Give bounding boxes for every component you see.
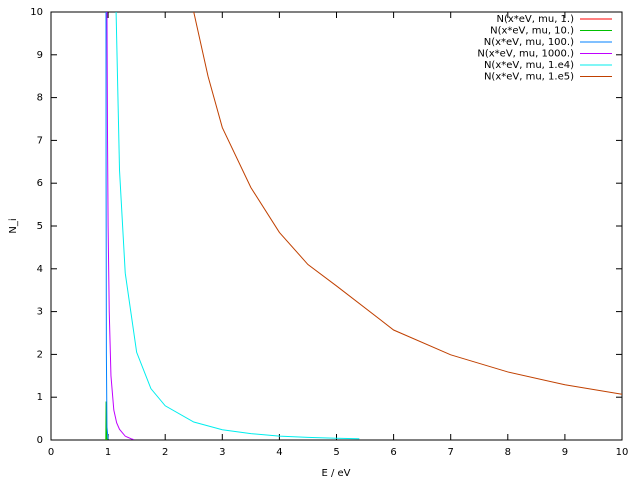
y-tick-label: 8 bbox=[37, 93, 43, 104]
series-line bbox=[105, 401, 108, 440]
y-tick-label: 1 bbox=[37, 392, 43, 403]
y-tick-label: 7 bbox=[37, 135, 43, 146]
y-tick-label: 6 bbox=[37, 178, 43, 189]
y-tick-label: 3 bbox=[37, 307, 43, 318]
y-axis-label: N_i bbox=[8, 218, 19, 233]
legend-label: N(x*eV, mu, 100.) bbox=[484, 37, 574, 48]
series-line bbox=[105, 12, 109, 440]
x-tick-label: 0 bbox=[48, 447, 54, 458]
x-tick-label: 4 bbox=[276, 447, 282, 458]
y-tick-label: 4 bbox=[37, 264, 43, 275]
y-tick-label: 2 bbox=[37, 349, 43, 360]
y-tick-label: 9 bbox=[37, 50, 43, 61]
y-tick-label: 5 bbox=[37, 221, 43, 232]
legend-label: N(x*eV, mu, 1000.) bbox=[477, 49, 574, 60]
y-tick-label: 10 bbox=[30, 7, 43, 18]
x-tick-label: 6 bbox=[390, 447, 396, 458]
series-line bbox=[115, 12, 360, 440]
x-tick-label: 8 bbox=[505, 447, 511, 458]
x-tick-label: 10 bbox=[616, 447, 629, 458]
x-tick-label: 1 bbox=[105, 447, 111, 458]
x-tick-label: 2 bbox=[162, 447, 168, 458]
y-tick-label: 0 bbox=[37, 435, 43, 446]
legend-label: N(x*eV, mu, 10.) bbox=[490, 26, 574, 37]
x-tick-label: 5 bbox=[333, 447, 339, 458]
series-line bbox=[193, 12, 622, 395]
x-tick-label: 7 bbox=[448, 447, 454, 458]
x-axis-label: E / eV bbox=[321, 468, 350, 479]
x-tick-label: 3 bbox=[219, 447, 225, 458]
legend-label: N(x*eV, mu, 1.) bbox=[496, 14, 574, 25]
legend-label: N(x*eV, mu, 1.e5) bbox=[484, 72, 574, 83]
series-line bbox=[106, 12, 134, 440]
x-tick-label: 9 bbox=[562, 447, 568, 458]
legend-label: N(x*eV, mu, 1.e4) bbox=[484, 60, 574, 71]
